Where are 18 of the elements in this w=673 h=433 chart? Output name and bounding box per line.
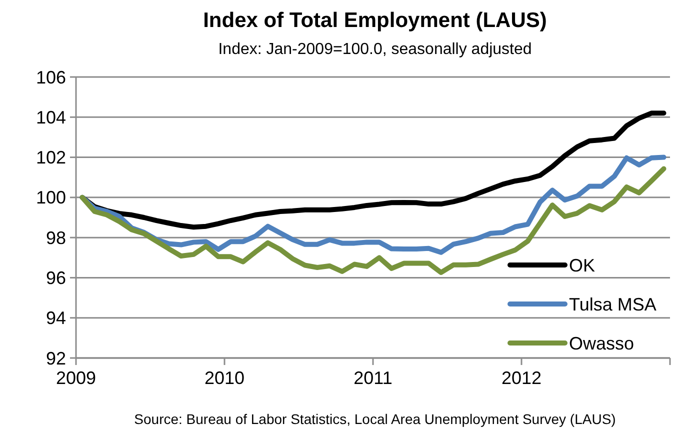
- chart-subtitle: Index: Jan-2009=100.0, seasonally adjusted: [218, 41, 532, 58]
- source-note: Source: Bureau of Labor Statistics, Local Area Unemployment Survey (LAUS): [134, 411, 616, 427]
- x-tick-label: 2010: [204, 368, 245, 388]
- y-tick-label: 106: [36, 67, 66, 88]
- x-tick-label: 2011: [354, 368, 392, 388]
- legend-label: Tulsa MSA: [569, 294, 656, 314]
- y-tick-label: 100: [36, 188, 66, 208]
- y-tick-label: 98: [46, 228, 66, 248]
- legend-label: OK: [569, 255, 596, 276]
- x-tick-label: 2009: [56, 368, 96, 388]
- chart-title: Index of Total Employment (LAUS): [203, 9, 547, 32]
- y-tick-label: 104: [36, 107, 66, 128]
- y-tick-label: 92: [46, 348, 66, 368]
- x-tick-label: 2012: [501, 368, 542, 388]
- legend-label: Owasso: [569, 333, 634, 354]
- y-tick-label: 96: [46, 268, 66, 288]
- y-tick-label: 102: [36, 148, 66, 168]
- y-tick-label: 94: [46, 308, 66, 328]
